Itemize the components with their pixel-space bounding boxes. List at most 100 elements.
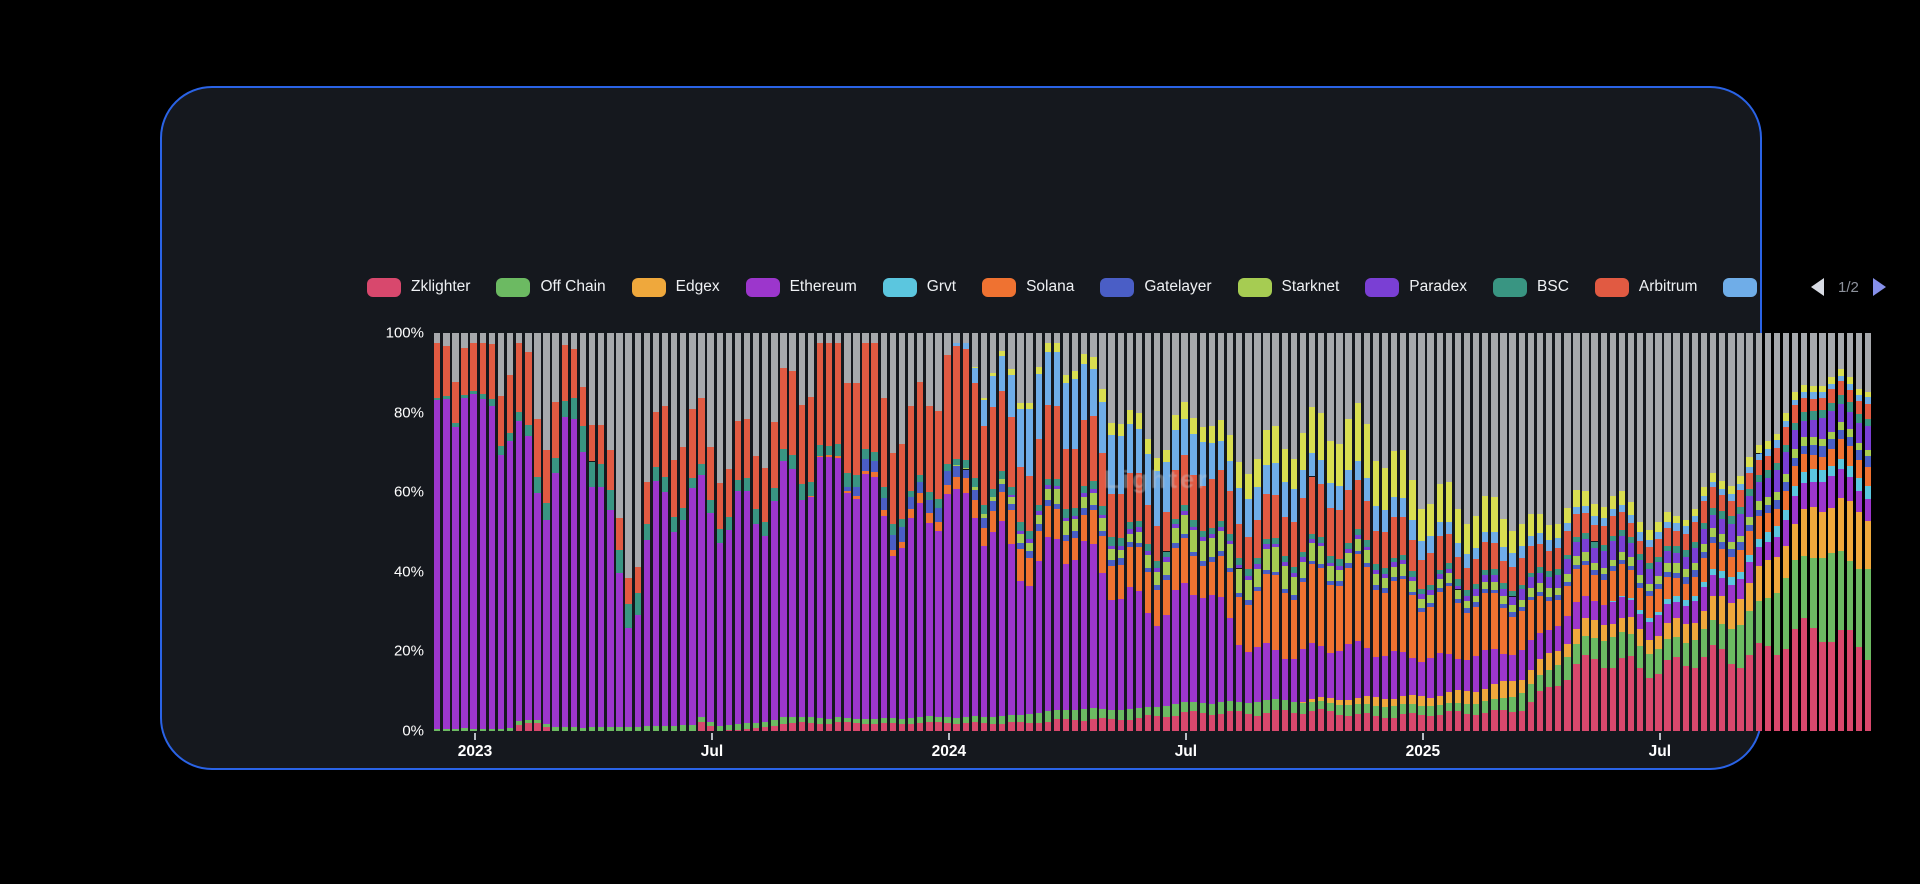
bar[interactable] — [1782, 333, 1790, 731]
bar[interactable] — [443, 333, 450, 731]
legend-next-arrow-icon[interactable] — [1872, 278, 1886, 296]
bar[interactable] — [561, 333, 568, 731]
bar[interactable] — [707, 333, 714, 731]
bar[interactable] — [616, 333, 623, 731]
bar[interactable] — [1472, 333, 1480, 731]
bar[interactable] — [953, 333, 960, 731]
bar[interactable] — [1281, 333, 1288, 731]
bar[interactable] — [889, 333, 897, 731]
bar[interactable] — [497, 333, 505, 731]
legend-item-solana[interactable]: Solana — [982, 277, 1074, 297]
bar[interactable] — [1026, 333, 1033, 731]
bar[interactable] — [1318, 333, 1325, 731]
legend-item-zklighter[interactable]: Zklighter — [367, 277, 470, 297]
bar[interactable] — [1254, 333, 1261, 731]
bar[interactable] — [1791, 333, 1799, 731]
bar[interactable] — [1108, 333, 1115, 731]
bar[interactable] — [825, 333, 833, 731]
bar[interactable] — [871, 333, 878, 731]
bar[interactable] — [1427, 333, 1434, 731]
bar[interactable] — [1755, 333, 1762, 731]
bar[interactable] — [689, 333, 696, 731]
bar[interactable] — [479, 333, 486, 731]
bar[interactable] — [853, 333, 860, 731]
bar[interactable] — [816, 333, 824, 731]
bar[interactable] — [607, 333, 614, 731]
bar[interactable] — [1035, 333, 1042, 731]
bar[interactable] — [488, 333, 496, 731]
bar[interactable] — [470, 333, 477, 731]
bar[interactable] — [543, 333, 550, 731]
bar[interactable] — [1290, 333, 1298, 731]
bar[interactable] — [926, 333, 933, 731]
legend-item-paradex[interactable]: Paradex — [1365, 277, 1467, 297]
bar[interactable] — [1700, 333, 1708, 731]
bar[interactable] — [1764, 333, 1772, 731]
bar[interactable] — [1372, 333, 1380, 731]
bar[interactable] — [1746, 333, 1753, 731]
bar[interactable] — [999, 333, 1006, 731]
bar[interactable] — [1226, 333, 1234, 731]
bar[interactable] — [1609, 333, 1617, 731]
bar[interactable] — [1272, 333, 1279, 731]
bar[interactable] — [1044, 333, 1052, 731]
legend-item-arbitrum[interactable]: Arbitrum — [1594, 277, 1697, 297]
legend-item-starknet[interactable]: Starknet — [1237, 277, 1339, 297]
bar[interactable] — [598, 333, 605, 731]
bar[interactable] — [907, 333, 915, 731]
bar[interactable] — [716, 333, 723, 731]
bar[interactable] — [734, 333, 742, 731]
bar[interactable] — [1172, 333, 1179, 731]
bar[interactable] — [634, 333, 641, 731]
bar[interactable] — [1163, 333, 1170, 731]
bar[interactable] — [1773, 333, 1781, 731]
legend-item-gatelayer[interactable]: Gatelayer — [1100, 277, 1212, 297]
bar[interactable] — [588, 333, 596, 731]
legend-prev-arrow-icon[interactable] — [1811, 278, 1824, 296]
bar[interactable] — [1400, 333, 1407, 731]
bar[interactable] — [1217, 333, 1225, 731]
bar[interactable] — [1208, 333, 1216, 731]
bar[interactable] — [1017, 333, 1024, 731]
bar[interactable] — [652, 333, 660, 731]
bar[interactable] — [1564, 333, 1571, 731]
legend-item-dydx[interactable]: Dydx — [1723, 277, 1767, 297]
bar[interactable] — [434, 333, 441, 731]
bar[interactable] — [880, 333, 887, 731]
bar[interactable] — [670, 333, 678, 731]
bar[interactable] — [1363, 333, 1370, 731]
bar[interactable] — [1099, 333, 1106, 731]
bar[interactable] — [1327, 333, 1334, 731]
bar[interactable] — [552, 333, 559, 731]
bar[interactable] — [1627, 333, 1635, 731]
bar[interactable] — [525, 333, 532, 731]
bar[interactable] — [944, 333, 951, 731]
bar[interactable] — [1236, 333, 1243, 731]
bar[interactable] — [579, 333, 587, 731]
bar[interactable] — [1646, 333, 1653, 731]
bar[interactable] — [1436, 333, 1443, 731]
bar[interactable] — [1409, 333, 1416, 731]
bar[interactable] — [1336, 333, 1343, 731]
bar[interactable] — [1345, 333, 1352, 731]
bar[interactable] — [1263, 333, 1270, 731]
bar[interactable] — [1582, 333, 1589, 731]
bar[interactable] — [1664, 333, 1671, 731]
bar[interactable] — [1691, 333, 1699, 731]
bar[interactable] — [1381, 333, 1389, 731]
bar[interactable] — [989, 333, 997, 731]
bar[interactable] — [1855, 333, 1863, 731]
bar[interactable] — [1673, 333, 1680, 731]
bar[interactable] — [516, 333, 523, 731]
bar[interactable] — [725, 333, 733, 731]
bar[interactable] — [1555, 333, 1562, 731]
bar[interactable] — [1728, 333, 1735, 731]
bar[interactable] — [680, 333, 687, 731]
bar[interactable] — [1518, 333, 1525, 731]
bar[interactable] — [1008, 333, 1015, 731]
bar[interactable] — [506, 333, 514, 731]
bar[interactable] — [1144, 333, 1152, 731]
bar[interactable] — [1135, 333, 1143, 731]
bar[interactable] — [1199, 333, 1206, 731]
bar[interactable] — [1618, 333, 1626, 731]
